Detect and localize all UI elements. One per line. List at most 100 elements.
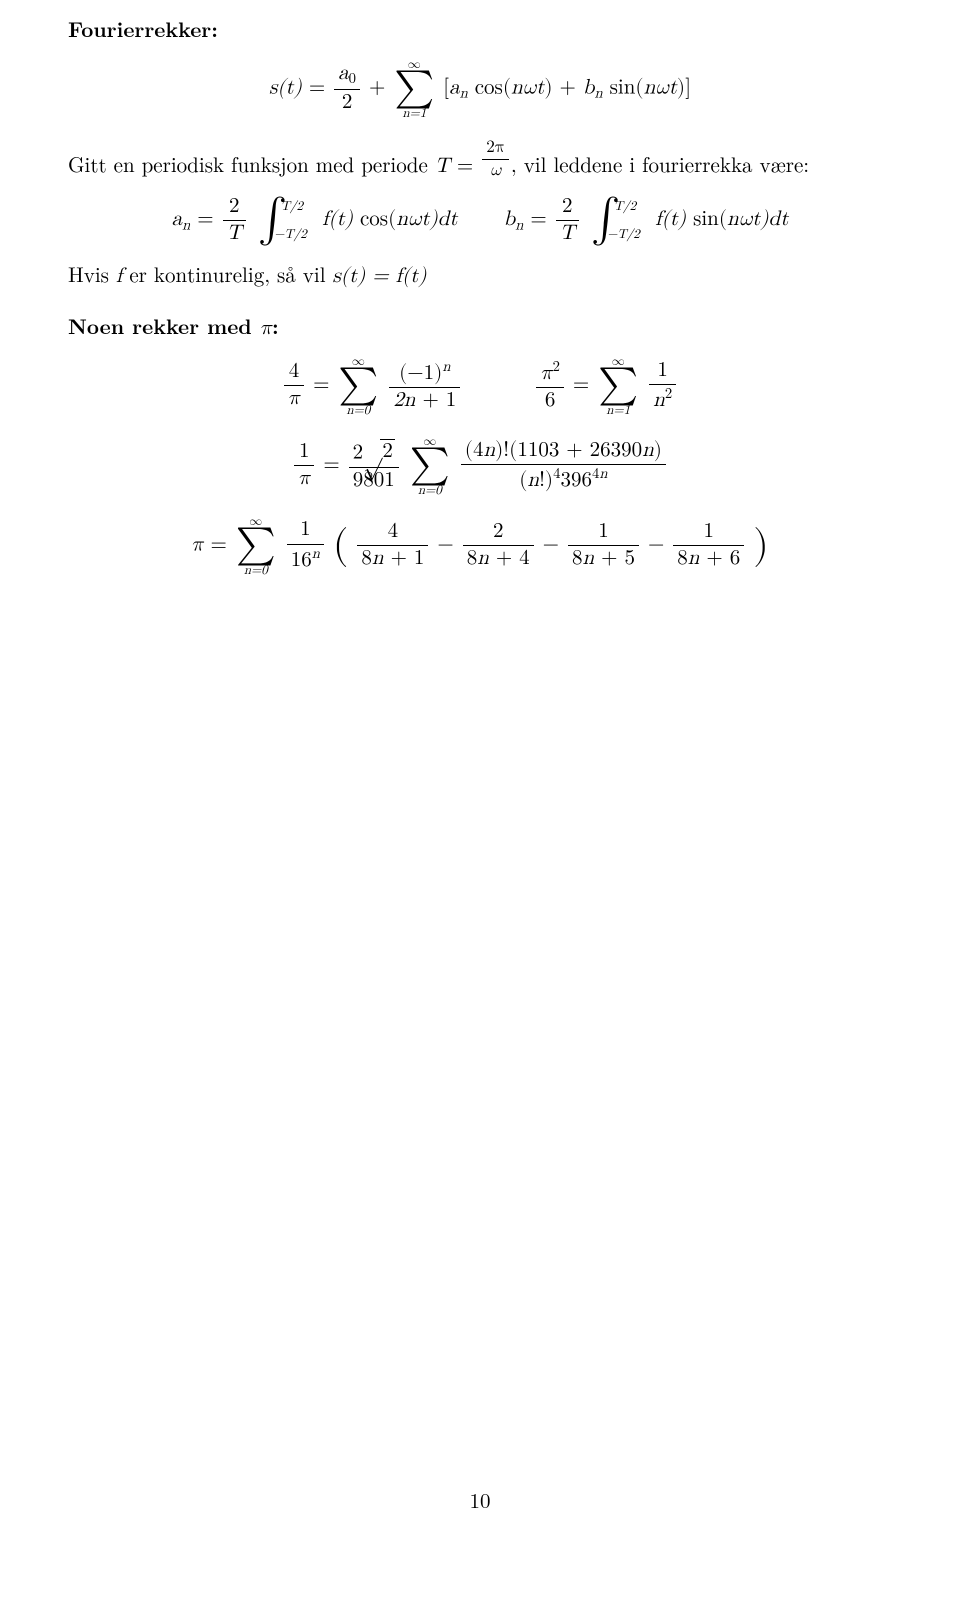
f-t-b: f(t) [655, 209, 686, 230]
heading2-pi: π [260, 318, 272, 339]
para-continuous: Hvis f er kontinurelig, så vil s(t) = f(… [68, 264, 892, 289]
lhs-s-t: s(t) [269, 78, 302, 99]
page: Fourierrekker: s(t) = a0 2 + ∞ ∑ n=1 [an… [0, 0, 960, 1605]
para-given-periodic: Gitt en periodisk funksjon med periode T… [68, 138, 892, 181]
frac-2sqrt2-over-9801: 2√2 9801 [349, 439, 399, 493]
equals-5: = [573, 374, 596, 395]
s3-n: n [312, 546, 320, 561]
f-t-a: f(t) [322, 209, 353, 230]
frac-1-over-pi: 1 π [294, 440, 314, 491]
int-bot-b: −T/2 [607, 227, 640, 243]
frac-2-over-T-a: 2 T [223, 195, 246, 246]
cos-2: cos( [353, 209, 396, 230]
s2-sum-top: ∞ [410, 435, 450, 448]
s3-t3-num: 1 [568, 520, 639, 546]
s1-pi2-sup: 2 [553, 359, 560, 374]
sigma-icon: ∑ [236, 528, 276, 564]
sum-s1b: ∞ ∑ n=1 [598, 355, 638, 417]
s1-sum-top: ∞ [338, 355, 378, 368]
s2-coef-2: 2 [353, 442, 364, 463]
cos-label: cos( [475, 78, 511, 99]
frac-ramanujan-term: (4n)!(1103 + 26390n) (n!)43964n [461, 439, 666, 493]
big-paren-close: ) [753, 534, 769, 558]
integral-b: ∫ T/2 −T/2 [591, 201, 620, 239]
s3-16: 16 [291, 550, 312, 571]
s3-t4-den: 8n + 6 [673, 546, 744, 571]
eq-pi-series-1: 4 π = ∞ ∑ n=0 (−1)n 2n + 1 π2 6 = ∞ ∑ n=… [68, 355, 892, 417]
frac-1-over-n2: 1 n2 [649, 359, 676, 413]
sum-bot: n=1 [394, 107, 434, 120]
section-heading-fourier: Fourierrekker: [68, 14, 892, 44]
s3-pi: π [191, 534, 203, 555]
s1b-n-sup: 2 [665, 386, 672, 401]
int-top-a: T/2 [281, 199, 303, 215]
s2-sum-bot: n=0 [410, 484, 450, 497]
coef-T-a: T [223, 221, 246, 246]
s1-2n1: 2n + 1 [389, 388, 460, 413]
eq-pi-series-bbp: π = ∞ ∑ n=0 1 16n ( 4 8n + 1 − 2 8n + 4 … [68, 515, 892, 577]
sigma-icon: ∑ [598, 368, 638, 404]
s1-sum-bot: n=0 [338, 404, 378, 417]
s1-pi2-base: π [540, 363, 552, 384]
section-heading-pi-series: Noen rekker med π: [68, 311, 892, 341]
sigma-icon: ∑ [338, 368, 378, 404]
int-top-b: T/2 [614, 199, 636, 215]
equals-2: = [197, 209, 220, 230]
nwt-2: nωt [644, 78, 677, 99]
an-sub: n [460, 86, 468, 101]
s2-9801: 9801 [349, 468, 399, 493]
coef-an-a: a [172, 209, 183, 230]
nwt-1: nωt [511, 78, 544, 99]
s2-1: 1 [294, 440, 314, 466]
page-number: 10 [0, 1485, 960, 1515]
close-dt-b: )dt [760, 209, 788, 230]
s2-term-den: (n!)43964n [461, 465, 666, 493]
s3-t1-num: 4 [357, 520, 428, 546]
s3-t2-num: 2 [463, 520, 534, 546]
frac-pi2-over-6: π2 6 [536, 359, 564, 413]
s1-6: 6 [536, 388, 564, 413]
s3-sum-top: ∞ [236, 515, 276, 528]
s2-term-num: (4n)!(1103 + 26390n) [461, 439, 666, 465]
frac-2pi-over-w: 2πω [482, 138, 509, 181]
sum-s1: ∞ ∑ n=0 [338, 355, 378, 417]
frac-1-over-8n6: 1 8n + 6 [673, 520, 744, 571]
sqrt-2: √2 [363, 439, 395, 466]
para2-mid: er kontinurelig, så vil [122, 266, 332, 287]
coef-bn-sub: n [515, 217, 523, 232]
para2-eq: s(t) = f(t) [333, 266, 427, 287]
a0-den: 2 [334, 90, 360, 115]
para1-eq: = [450, 156, 480, 177]
plus-2: + [559, 78, 582, 99]
s3-t3-den: 8n + 5 [568, 546, 639, 571]
sigma-icon: ∑ [410, 448, 450, 484]
coef-2-a: 2 [223, 195, 246, 221]
s3-t2-den: 8n + 4 [463, 546, 534, 571]
frac-4-over-8n1: 4 8n + 1 [357, 520, 428, 571]
equals-6: = [323, 454, 346, 475]
s1b-1: 1 [649, 359, 676, 385]
s1b-n: n [653, 390, 665, 411]
bracket-close: ] [685, 78, 691, 99]
minus-2: − [543, 534, 566, 555]
para1-T: T [435, 156, 450, 177]
s3-t4-num: 1 [673, 520, 744, 546]
s3-coef-1: 1 [287, 518, 324, 544]
equals: = [309, 78, 332, 99]
frac-1-over-8n5: 1 8n + 5 [568, 520, 639, 571]
s2-rad: 2 [380, 439, 395, 464]
bn-b: b [583, 78, 595, 99]
coef-T-b: T [556, 221, 579, 246]
frac-neg1n-over-2n1: (−1)n 2n + 1 [389, 359, 460, 413]
equals-4: = [313, 374, 336, 395]
coef-2-b: 2 [556, 195, 579, 221]
close-2: ) [677, 78, 685, 99]
plus: + [369, 78, 392, 99]
frac-2pi-den: ω [482, 160, 509, 181]
close-dt-a: )dt [430, 209, 458, 230]
eq-fourier-series: s(t) = a0 2 + ∞ ∑ n=1 [an cos(nωt) + bn … [68, 58, 892, 120]
frac-a0-over-2: a0 2 [334, 62, 360, 115]
heading2-colon: : [272, 311, 279, 341]
minus-3: − [648, 534, 671, 555]
nwt-3: nωt [396, 209, 429, 230]
